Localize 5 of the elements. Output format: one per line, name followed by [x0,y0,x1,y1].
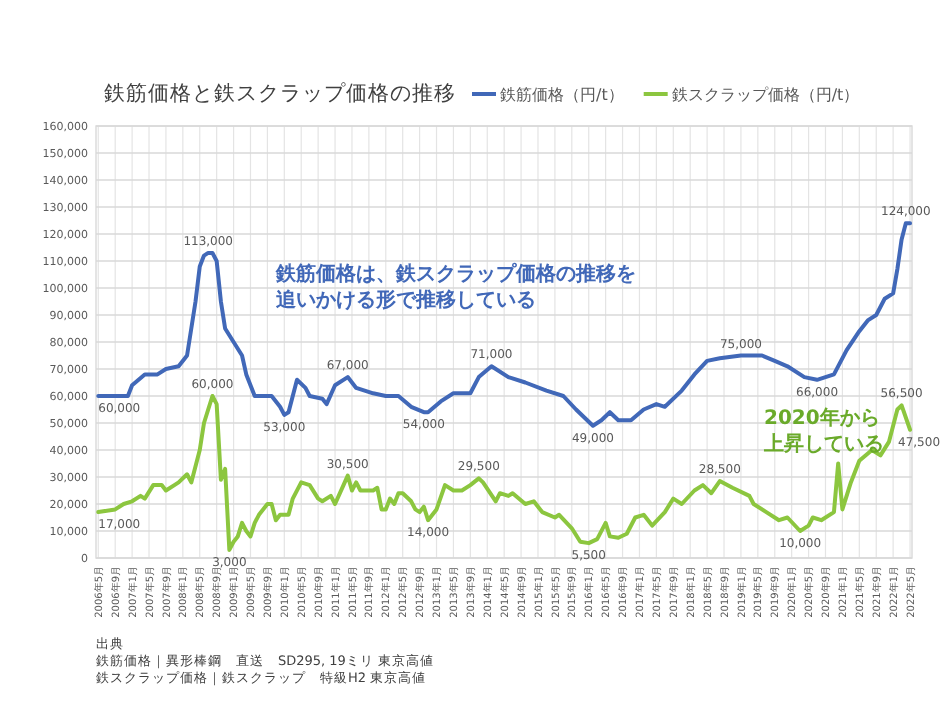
annotation: 2020年から上昇している [762,406,884,456]
legend-label: 鉄筋価格（円/t） [500,86,624,104]
chart-title: 鉄筋価格と鉄スクラップ価格の推移 [104,80,456,106]
legend-label: 鉄スクラップ価格（円/t） [671,86,860,104]
annotation: 鉄筋価格は、鉄スクラップ価格の推移を追いかける形で推移している [274,262,636,312]
